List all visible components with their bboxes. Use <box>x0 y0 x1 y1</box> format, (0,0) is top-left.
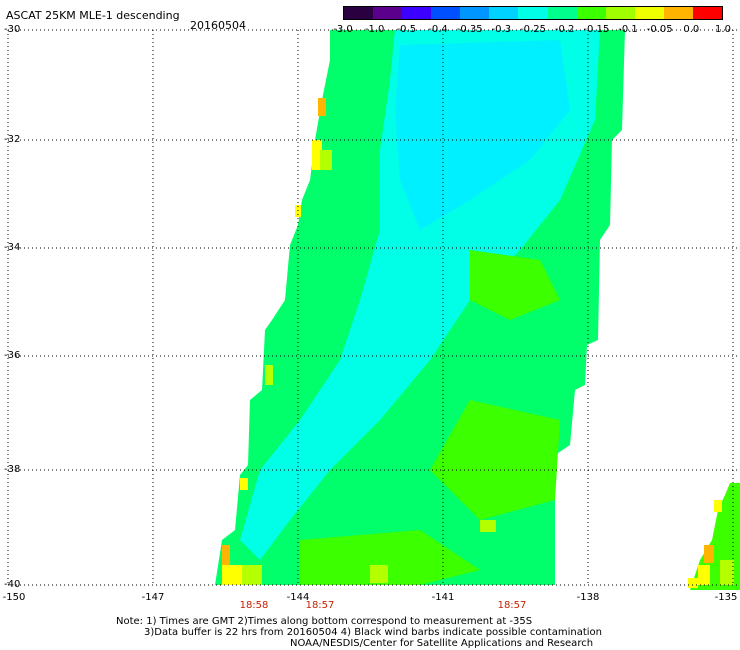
colorbar-tick-label: -0.3 <box>491 24 512 35</box>
swath-area <box>470 250 560 320</box>
colorbar-tick-label: 1.0 <box>715 24 731 35</box>
colorbar-segment <box>460 7 490 19</box>
colorbar-segment <box>518 7 548 19</box>
colorbar-segment <box>692 7 723 19</box>
swath-pixel <box>242 565 262 585</box>
swath-pixel <box>265 365 273 385</box>
colorbar-segment <box>402 7 432 19</box>
time-label: 18:57 <box>305 600 335 611</box>
colorbar-tick-label: -0.05 <box>646 24 673 35</box>
swath-pixel <box>318 98 326 116</box>
time-label: 18:57 <box>497 600 527 611</box>
colorbar-tick-label: -0.4 <box>428 24 448 35</box>
swath-pixel <box>222 545 230 565</box>
colorbar-segment <box>634 7 664 19</box>
latitude-label: -32 <box>4 134 21 145</box>
colorbar-tick-label: -1.0 <box>364 24 385 35</box>
longitude-label: -147 <box>141 592 165 603</box>
note-line-2: 3)Data buffer is 22 hrs from 20160504 4)… <box>144 627 602 638</box>
latitude-label: -30 <box>4 24 21 35</box>
colorbar-tick-label: -0.5 <box>396 24 417 35</box>
colorbar-segment <box>344 7 374 19</box>
colorbar-segment <box>547 7 577 19</box>
swath-pixel <box>688 578 698 588</box>
colorbar-tick-label: -0.25 <box>520 24 546 35</box>
colorbar-tick-label: 0.0 <box>683 24 700 35</box>
latitude-label: -40 <box>4 579 21 590</box>
colorbar-tick-label: -0.35 <box>456 24 483 35</box>
longitude-label: -138 <box>576 592 600 603</box>
swath-area <box>430 400 560 520</box>
colorbar-segment <box>431 7 461 19</box>
note-line-1: Note: 1) Times are GMT 2)Times along bot… <box>116 616 533 627</box>
product-title: ASCAT 25KM MLE-1 descending <box>6 9 180 22</box>
swath-pixel <box>698 565 710 585</box>
swath-pixel <box>720 560 734 585</box>
colorbar-segment <box>605 7 635 19</box>
colorbar-segment <box>373 7 403 19</box>
colorbar-tick-label: -3.0 <box>333 24 353 35</box>
latitude-label: -34 <box>4 242 21 253</box>
colorbar-segment <box>663 7 693 19</box>
colorbar-segment <box>576 7 606 19</box>
swath-pixel <box>222 565 242 585</box>
swath-area <box>395 40 570 230</box>
colorbar-segment <box>489 7 519 19</box>
swath-pixel <box>320 150 332 170</box>
note-line-3: NOAA/NESDIS/Center for Satellite Applica… <box>290 638 594 649</box>
longitude-label: -135 <box>714 592 738 603</box>
swath-pixel <box>480 520 496 532</box>
swath-pixel <box>714 500 722 512</box>
swath-pixel <box>704 545 714 563</box>
longitude-label: -150 <box>2 592 26 603</box>
colorbar-tick-label: -0.15 <box>583 24 610 35</box>
colorbar-tick-label: -0.2 <box>554 24 575 35</box>
swath-pixel <box>370 565 388 583</box>
latitude-label: -36 <box>4 350 21 361</box>
product-date: 20160504 <box>190 19 246 32</box>
swath-pixel <box>240 478 248 490</box>
longitude-label: -141 <box>431 592 455 603</box>
latitude-label: -38 <box>4 464 21 475</box>
colorbar <box>343 6 723 20</box>
swath-pixel <box>312 140 322 170</box>
swath-area <box>300 530 480 585</box>
time-label: 18:58 <box>239 600 269 611</box>
colorbar-tick-label: -0.1 <box>618 24 638 35</box>
longitude-label: -144 <box>286 592 310 603</box>
